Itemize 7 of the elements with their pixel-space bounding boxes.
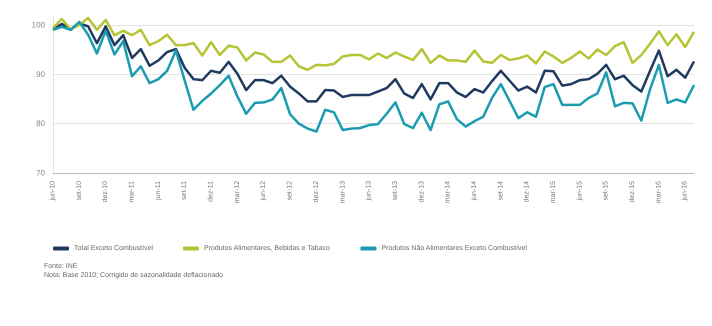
y-tick-label: 100 [32, 20, 46, 30]
line-series [52, 20, 696, 133]
y-tick-label: 90 [36, 70, 46, 79]
y-tick-label: 80 [36, 119, 46, 128]
y-tick-label: 70 [36, 168, 46, 178]
line-series [52, 22, 696, 103]
line-series [52, 16, 696, 72]
